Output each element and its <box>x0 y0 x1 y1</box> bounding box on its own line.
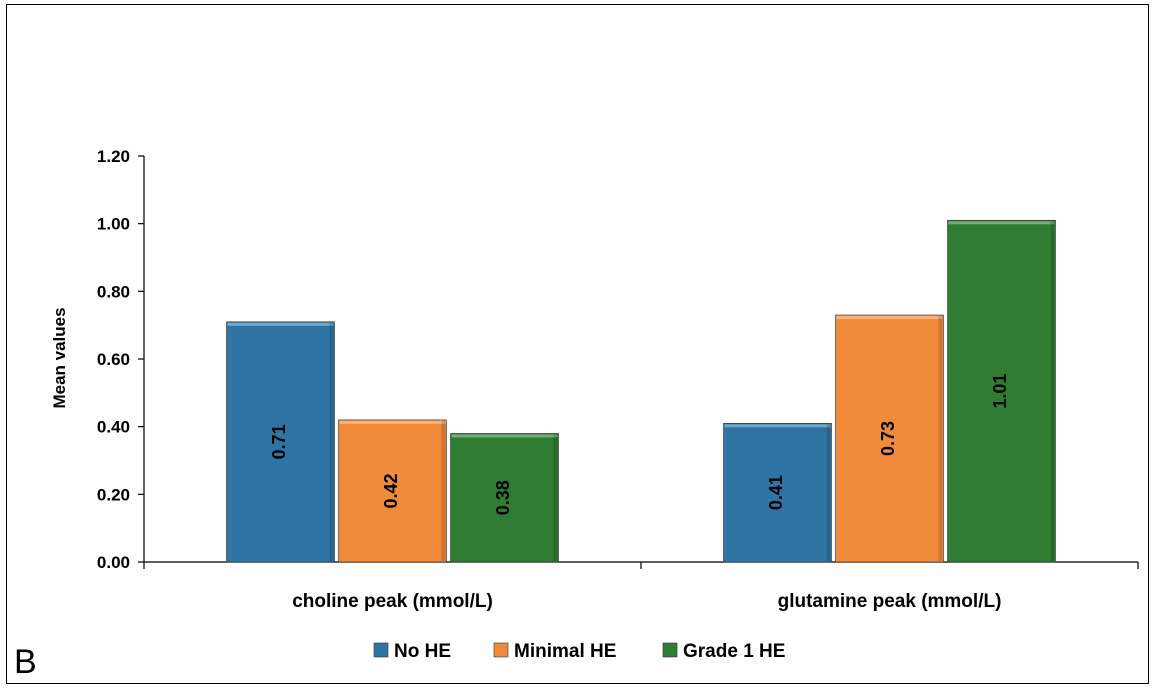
bar <box>947 219 1056 563</box>
legend-swatch <box>493 642 509 658</box>
legend: No HE Minimal HE Grade 1 HE <box>373 641 785 662</box>
y-tick-label: 0.20 <box>97 485 130 504</box>
bar-highlight <box>227 322 334 326</box>
bar <box>226 321 335 563</box>
y-axis-title: Mean values <box>50 307 69 408</box>
bar <box>338 419 447 563</box>
bar-shade <box>441 420 446 561</box>
bar <box>450 433 559 563</box>
legend-swatch <box>662 642 678 658</box>
y-tick-label: 0.80 <box>97 282 130 301</box>
bar-shade <box>826 424 831 561</box>
y-axis: 0.00 0.20 0.40 0.60 0.80 1.00 1.20 <box>97 147 145 572</box>
data-label: 0.71 <box>269 424 289 459</box>
legend-label: Grade 1 HE <box>683 641 785 662</box>
bar-highlight <box>451 434 558 438</box>
data-label: 0.73 <box>878 421 898 456</box>
bar-highlight <box>948 221 1055 225</box>
y-tick-label: 0.40 <box>97 418 130 437</box>
x-category-label: glutamine peak (mmol/L) <box>778 591 1002 612</box>
y-tick-label: 1.20 <box>97 147 130 166</box>
bar-highlight <box>339 420 446 424</box>
bars: 0.71 0.42 0.38 0.41 0.73 1.01 <box>226 219 1056 563</box>
data-label: 1.01 <box>990 374 1010 409</box>
x-category-label: choline peak (mmol/L) <box>292 591 493 612</box>
data-label: 0.42 <box>381 473 401 508</box>
data-label: 0.41 <box>766 475 786 510</box>
y-tick-label: 0.00 <box>97 553 130 572</box>
bar <box>835 314 944 563</box>
legend-label: Minimal HE <box>514 641 616 662</box>
bar <box>723 422 832 563</box>
bar-highlight <box>836 316 943 320</box>
bar-shade <box>1050 221 1055 562</box>
data-label: 0.38 <box>493 480 513 515</box>
x-axis: choline peak (mmol/L) glutamine peak (mmo… <box>143 561 1139 612</box>
panel-letter: B <box>14 643 37 681</box>
bar-highlight <box>724 424 831 428</box>
legend-swatch <box>373 642 389 658</box>
bar-shade <box>938 316 943 561</box>
legend-label: No HE <box>394 641 451 662</box>
y-tick-label: 1.00 <box>97 215 130 234</box>
bar-shade <box>553 434 558 561</box>
y-tick-label: 0.60 <box>97 350 130 369</box>
bar-shade <box>329 322 334 561</box>
